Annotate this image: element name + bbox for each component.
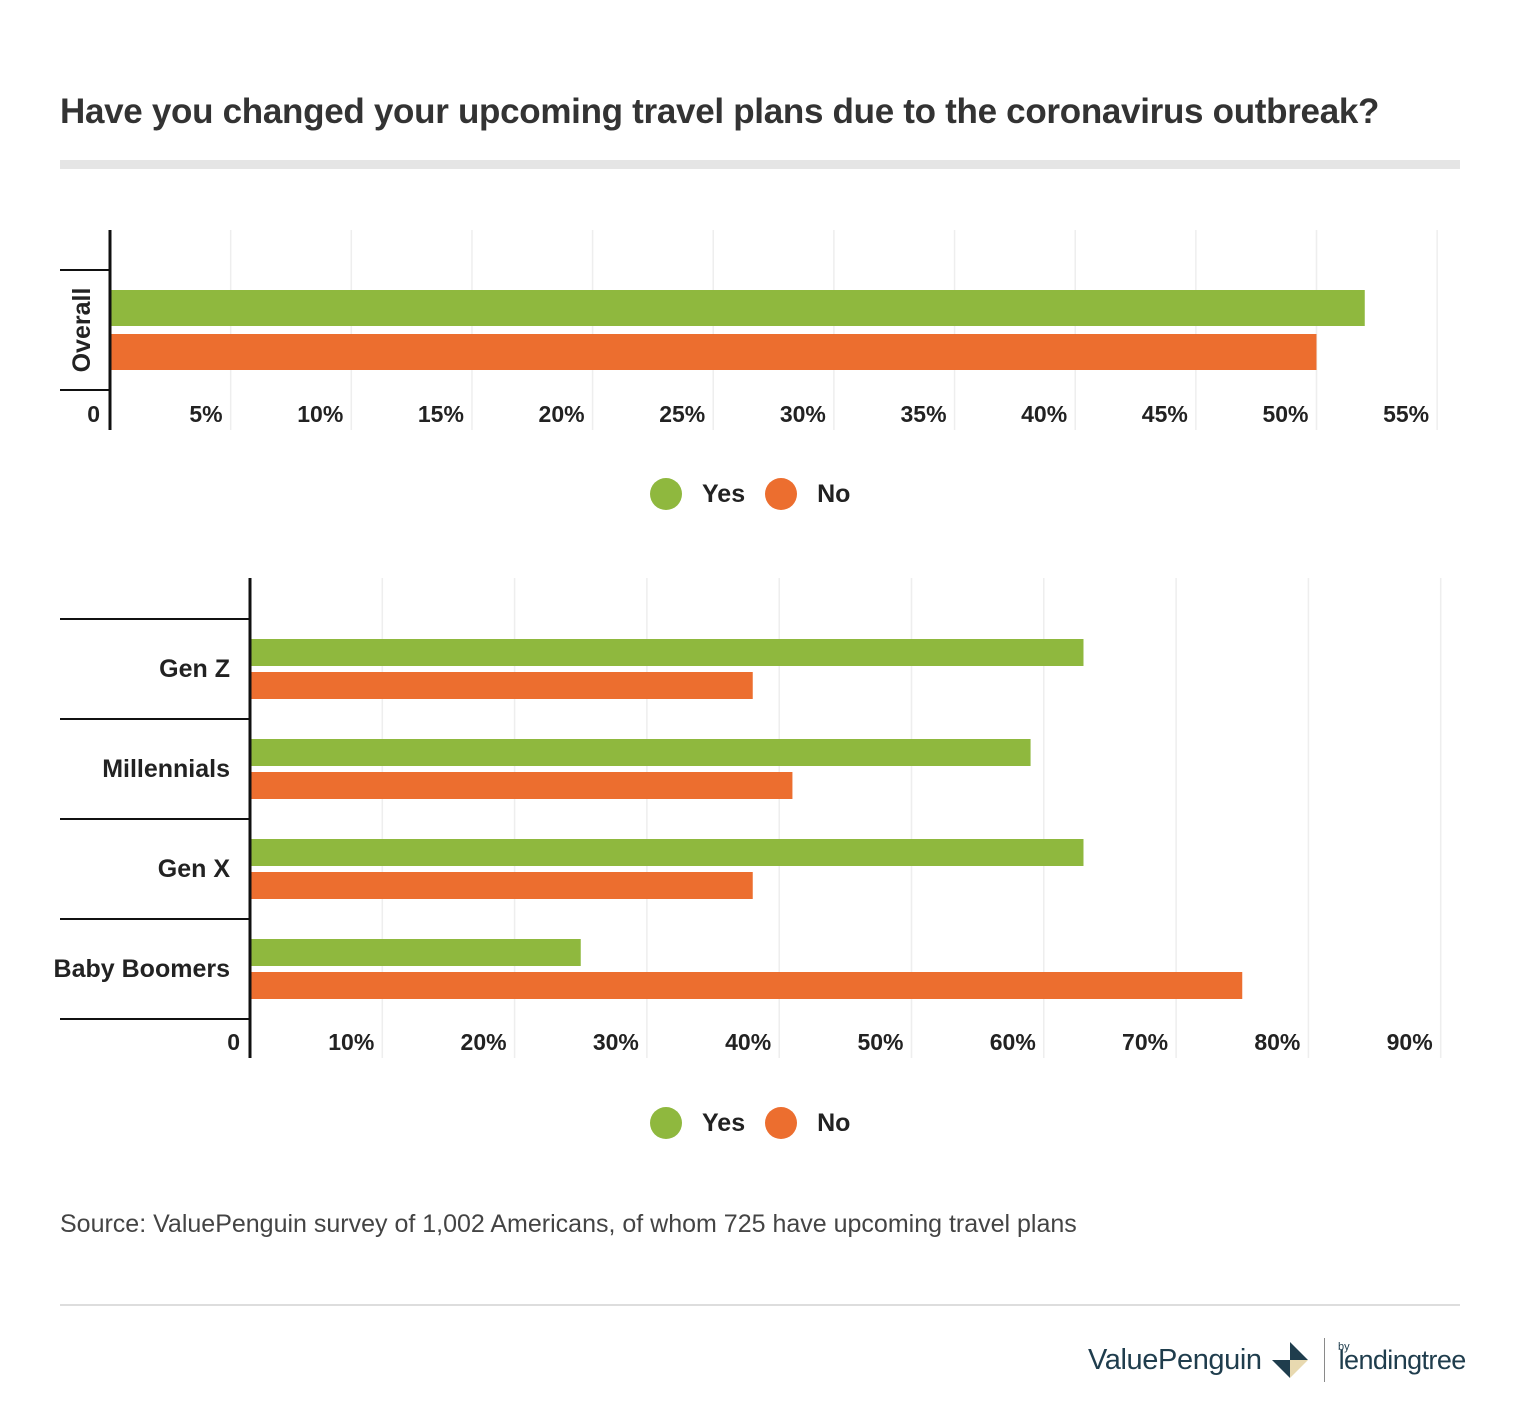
chart-title: Have you changed your upcoming travel pl…	[60, 92, 1380, 131]
x-tick-label: 10%	[328, 1029, 374, 1055]
x-tick-label: 40%	[1021, 401, 1067, 427]
legend-label-no: No	[817, 1108, 851, 1137]
x-tick-label: 80%	[1254, 1029, 1300, 1055]
legend-bottom: Yes No	[650, 1107, 870, 1139]
x-tick-label: 20%	[461, 1029, 507, 1055]
x-tick-label: 0	[87, 401, 100, 427]
bar-yes-gen-z	[251, 639, 1084, 666]
x-tick-label: 35%	[901, 401, 947, 427]
bar-yes-gen-x	[251, 839, 1084, 866]
bar-yes-overall	[111, 290, 1365, 326]
x-tick-label: 25%	[659, 401, 705, 427]
legend-item-yes: Yes	[650, 1107, 745, 1139]
brand-separator	[1323, 1338, 1325, 1382]
bar-no-overall	[111, 334, 1317, 370]
footer-divider	[60, 1304, 1460, 1306]
legend-item-yes: Yes	[650, 478, 745, 510]
x-tick-label: 15%	[418, 401, 464, 427]
source-note: Source: ValuePenguin survey of 1,002 Ame…	[60, 1210, 1077, 1238]
x-tick-label: 30%	[593, 1029, 639, 1055]
legend-label-yes: Yes	[702, 1108, 746, 1137]
legend-top: Yes No	[650, 478, 870, 510]
legend-dot-no	[765, 478, 798, 510]
x-tick-label: 55%	[1383, 401, 1429, 427]
bar-yes-millennials	[251, 739, 1031, 766]
title-divider	[60, 160, 1460, 169]
bar-no-gen-z	[251, 672, 753, 699]
legend-label-yes: Yes	[702, 479, 746, 508]
legend-dot-yes	[650, 1107, 682, 1139]
x-tick-label: 45%	[1142, 401, 1188, 427]
valuepenguin-logo-text: ValuePenguin	[1088, 1343, 1262, 1376]
x-tick-label: 20%	[539, 401, 585, 427]
brand-by-text: by	[1338, 1341, 1350, 1353]
x-tick-label: 90%	[1387, 1029, 1433, 1055]
valuepenguin-logo-icon	[1271, 1342, 1308, 1378]
category-label: Baby Boomers	[54, 955, 230, 983]
legend-item-no: No	[765, 478, 850, 510]
x-tick-label: 70%	[1122, 1029, 1168, 1055]
lendingtree-logo-text: lendingtree	[1338, 1344, 1467, 1375]
legend-item-no: No	[765, 1107, 850, 1139]
x-tick-label: 30%	[780, 401, 826, 427]
x-tick-label: 50%	[1262, 401, 1308, 427]
bar-yes-baby-boomers	[251, 939, 581, 966]
brand-logos: ValuePenguin by lendingtree	[1088, 1335, 1466, 1385]
x-tick-label: 50%	[857, 1029, 903, 1055]
category-label: Gen X	[158, 855, 231, 883]
bar-no-millennials	[251, 772, 793, 799]
x-tick-label: 5%	[189, 401, 222, 427]
x-tick-label: 0	[227, 1029, 240, 1055]
bar-no-baby-boomers	[251, 972, 1243, 999]
category-label: Overall	[68, 288, 96, 373]
legend-dot-yes	[650, 478, 682, 510]
bar-no-gen-x	[251, 872, 753, 899]
x-tick-label: 60%	[990, 1029, 1036, 1055]
legend-label-no: No	[817, 479, 851, 508]
category-label: Millennials	[102, 755, 230, 783]
legend-dot-no	[765, 1107, 798, 1139]
x-tick-label: 40%	[725, 1029, 771, 1055]
category-label: Gen Z	[159, 655, 230, 683]
x-tick-label: 10%	[297, 401, 343, 427]
